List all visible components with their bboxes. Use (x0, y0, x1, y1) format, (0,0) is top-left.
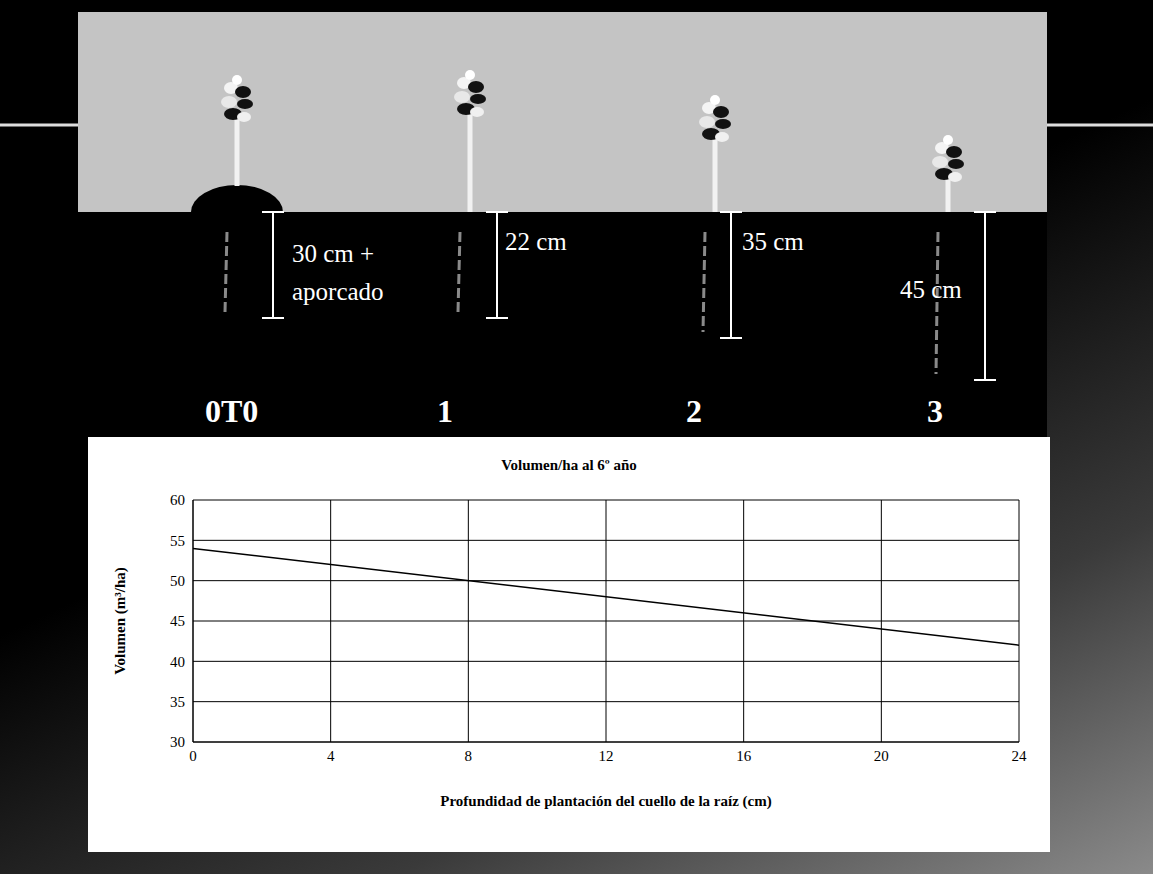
html-text:Volumen/ha al 6º año: Volumen/ha al 6º año (501, 457, 637, 473)
svg-text:55: 55 (170, 533, 185, 549)
svg-text:30: 30 (170, 734, 185, 750)
svg-text:24: 24 (1012, 748, 1028, 764)
svg-text:16: 16 (736, 748, 752, 764)
svg-text:40: 40 (170, 654, 185, 670)
svg-text:45 cm: 45 cm (900, 276, 962, 303)
svg-text:4: 4 (327, 748, 335, 764)
svg-text:aporcado: aporcado (292, 278, 384, 305)
svg-text:2: 2 (686, 393, 702, 429)
svg-text:45: 45 (170, 613, 185, 629)
svg-text:3: 3 (927, 393, 943, 429)
svg-text:12: 12 (599, 748, 614, 764)
svg-text:Profundidad de plantación del: Profundidad de plantación del cuello de … (440, 793, 771, 810)
svg-text:35: 35 (170, 694, 185, 710)
svg-text:8: 8 (465, 748, 473, 764)
svg-text:35 cm: 35 cm (742, 228, 804, 255)
svg-text:22 cm: 22 cm (505, 228, 567, 255)
svg-text:30 cm +: 30 cm + (292, 240, 374, 267)
svg-text:Volumen (m³/ha): Volumen (m³/ha) (112, 567, 129, 675)
svg-text:50: 50 (170, 573, 185, 589)
svg-text:0: 0 (189, 748, 197, 764)
svg-text:20: 20 (874, 748, 889, 764)
svg-text:1: 1 (437, 393, 453, 429)
svg-text:60: 60 (170, 492, 185, 508)
svg-text:0T0: 0T0 (205, 393, 258, 429)
